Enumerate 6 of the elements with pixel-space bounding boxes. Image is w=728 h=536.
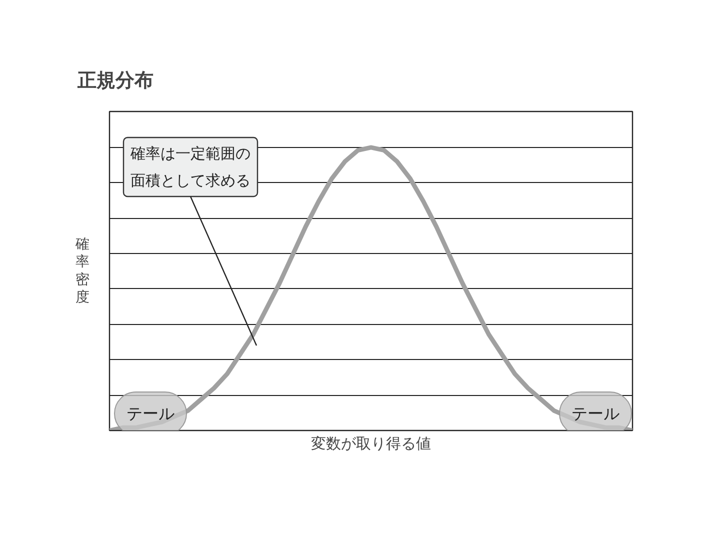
x-axis-title: 変数が取り得る値	[311, 434, 431, 452]
annotation: テール	[126, 404, 174, 423]
y-axis-title: 確率密度	[74, 236, 90, 306]
annotation: 確率は一定範囲の面積として求める	[130, 144, 250, 190]
chart-title: 正規分布	[76, 70, 154, 92]
annotation: テール	[572, 404, 620, 423]
